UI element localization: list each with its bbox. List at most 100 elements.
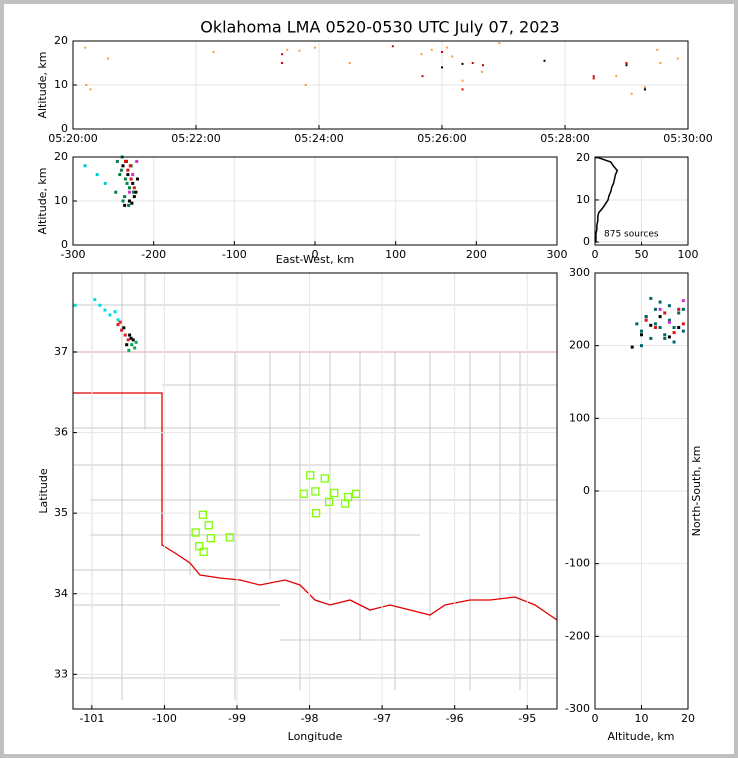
source-point <box>83 164 87 168</box>
source-point <box>116 323 120 327</box>
source-point <box>281 53 284 56</box>
source-point <box>625 62 628 64</box>
y-axis-label: Altitude, km <box>36 167 49 234</box>
source-point <box>672 326 676 329</box>
source-point <box>451 55 454 58</box>
station <box>330 488 339 498</box>
station <box>204 521 213 530</box>
source-point <box>658 326 662 329</box>
axes-frame <box>594 156 689 246</box>
source-point <box>123 177 127 181</box>
y-tick-label: 20 <box>576 151 590 164</box>
y-tick-label: 10 <box>54 78 68 91</box>
x-tick-label: 05:28:00 <box>540 132 589 145</box>
y-axis-label: Altitude, km <box>36 51 49 118</box>
y-tick-label: 20 <box>54 150 68 163</box>
source-point <box>592 75 595 78</box>
y-tick-label: 34 <box>54 587 68 600</box>
source-point <box>658 300 662 304</box>
source-point <box>461 62 464 65</box>
source-point <box>420 53 423 56</box>
source-point <box>126 168 130 172</box>
source-point <box>441 51 443 53</box>
source-point <box>446 46 449 49</box>
source-point <box>134 340 138 344</box>
x-tick-label: 05:20:00 <box>48 132 97 145</box>
source-point <box>640 333 643 337</box>
source-point <box>121 199 125 203</box>
source-point <box>672 340 676 344</box>
x-tick-label: 20 <box>681 712 695 725</box>
x-tick-label: 05:24:00 <box>294 132 343 145</box>
y-tick-label: 10 <box>576 193 590 206</box>
source-point <box>643 86 646 89</box>
x-tick-label: -95 <box>518 712 536 725</box>
source-point <box>441 66 443 69</box>
y-tick-label: -100 <box>565 557 590 570</box>
source-point <box>625 64 628 67</box>
source-point <box>667 304 671 308</box>
source-point <box>113 310 117 314</box>
source-point <box>630 92 633 95</box>
source-point <box>108 313 112 317</box>
source-point <box>120 328 124 332</box>
source-point <box>127 348 131 352</box>
y-tick-label: 0 <box>583 235 590 248</box>
station <box>343 492 353 502</box>
source-point <box>127 186 131 190</box>
x-tick-label: 0 <box>312 248 319 261</box>
source-point <box>677 311 681 315</box>
source-point <box>681 329 685 333</box>
station <box>225 533 234 542</box>
source-point <box>630 345 634 349</box>
source-point <box>421 75 424 78</box>
x-tick-label: 10 <box>635 712 649 725</box>
axes-frame <box>72 156 558 246</box>
source-point <box>644 318 648 322</box>
source-point <box>681 299 685 303</box>
y-tick-label: 37 <box>54 345 68 358</box>
source-point <box>659 62 662 64</box>
x-tick-label: -99 <box>228 712 246 725</box>
source-point <box>132 190 135 194</box>
source-point <box>658 307 662 311</box>
x-tick-label: 05:26:00 <box>417 132 466 145</box>
chart-title: Oklahoma LMA 0520-0530 UTC July 07, 2023 <box>200 18 559 37</box>
source-point <box>123 203 127 207</box>
source-point <box>123 333 127 337</box>
source-point <box>128 164 132 168</box>
source-point <box>592 77 595 80</box>
source-point <box>640 329 643 333</box>
source-point <box>649 296 653 300</box>
source-point <box>131 338 135 342</box>
source-point <box>132 195 136 199</box>
axes-frame <box>72 40 689 130</box>
source-point <box>126 338 130 342</box>
x-tick-label: 0 <box>592 712 599 725</box>
source-point <box>667 318 671 322</box>
source-point <box>658 315 662 319</box>
source-point <box>127 190 131 194</box>
x-tick-label: -97 <box>373 712 391 725</box>
source-point <box>121 164 125 168</box>
source-point <box>106 57 109 60</box>
y-tick-label: 10 <box>54 194 68 207</box>
source-point <box>134 190 138 194</box>
source-point <box>212 51 215 53</box>
x-tick-label: -96 <box>446 712 464 725</box>
x-axis-label: East-West, km <box>276 253 354 266</box>
x-tick-label: 100 <box>385 248 406 261</box>
y-tick-label: 36 <box>54 426 68 439</box>
source-point <box>119 168 123 172</box>
source-point <box>130 343 134 347</box>
source-point <box>430 48 433 51</box>
station <box>195 542 204 551</box>
source-point <box>131 181 135 185</box>
source-point <box>498 42 501 45</box>
source-point <box>123 195 127 199</box>
source-point <box>281 62 284 64</box>
source-point <box>136 177 140 181</box>
station <box>320 474 329 483</box>
source-point <box>667 320 671 324</box>
